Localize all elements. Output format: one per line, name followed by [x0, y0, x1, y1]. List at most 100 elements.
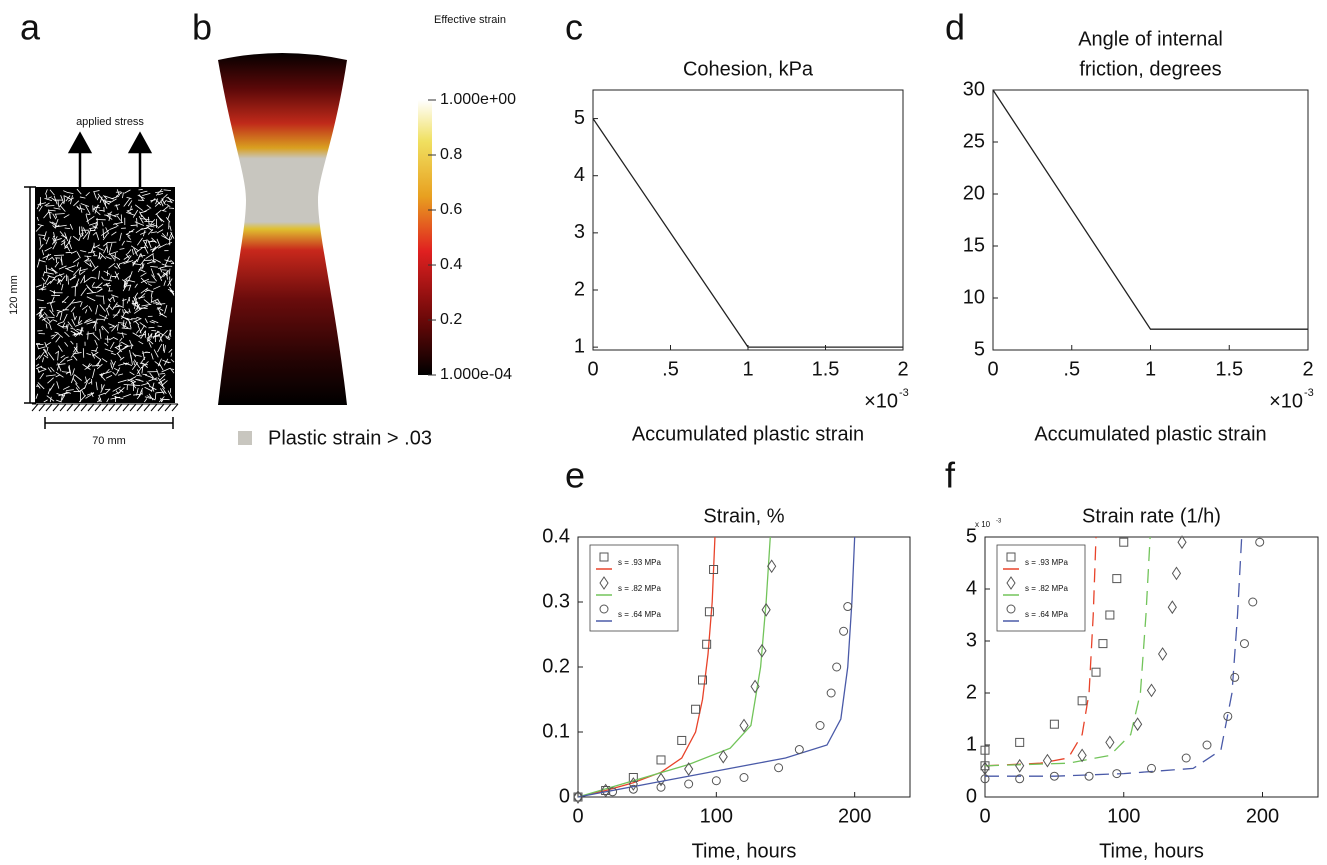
mesh-edge	[86, 392, 95, 396]
mesh-edge	[160, 388, 165, 395]
hatch-line	[115, 403, 123, 412]
y-tick-label: 3	[574, 221, 585, 243]
mesh-edge	[98, 314, 108, 320]
mesh-edge	[80, 250, 87, 253]
mesh-edge	[74, 316, 77, 321]
mesh-edge	[111, 391, 121, 396]
mesh-edge	[85, 392, 94, 399]
mesh-edge	[167, 390, 173, 399]
mesh-edge	[68, 365, 71, 372]
mesh-edge	[48, 257, 53, 261]
mesh-edge	[150, 265, 158, 268]
point	[711, 776, 721, 786]
mesh-edge	[67, 191, 74, 194]
mesh-edge	[157, 331, 165, 336]
point	[718, 749, 728, 764]
mesh-edge	[141, 364, 144, 374]
mesh-edge	[165, 361, 171, 363]
mesh-edge	[86, 296, 96, 302]
mesh-edge	[56, 399, 62, 403]
mesh-edge	[72, 368, 75, 375]
mesh-edge	[117, 262, 121, 268]
mesh-edge	[139, 254, 146, 257]
mesh-edge	[93, 191, 97, 199]
mesh-edge	[37, 224, 44, 227]
mesh-edge	[126, 279, 136, 283]
point	[1084, 771, 1094, 781]
mesh-edge	[150, 353, 154, 360]
point	[656, 782, 666, 792]
mesh-edge	[157, 325, 162, 327]
hatch-line	[52, 403, 60, 412]
mesh-edge	[140, 272, 147, 277]
mesh-edge	[69, 298, 75, 306]
mesh-edge	[113, 213, 120, 217]
mesh-edge	[90, 244, 95, 253]
point	[628, 773, 638, 782]
mesh-edge	[85, 284, 93, 292]
point	[750, 679, 760, 694]
y-tick-label: 15	[963, 234, 985, 256]
mesh-edge	[39, 373, 44, 380]
hatch-line	[73, 403, 81, 412]
legend-marker	[1006, 552, 1016, 562]
point	[774, 763, 784, 773]
mesh-edge	[138, 296, 145, 299]
mesh-edge	[128, 271, 133, 281]
panel-label: b	[192, 7, 212, 48]
colorbar-tick-label: 0.6	[440, 201, 462, 218]
fit-line	[577, 536, 771, 798]
mesh-edge	[56, 312, 60, 318]
mesh-edge	[121, 298, 127, 302]
mesh-edge	[138, 334, 146, 337]
mesh-edge	[131, 260, 136, 264]
mesh-edge	[49, 290, 56, 294]
mesh-edge	[129, 371, 135, 376]
point	[1171, 566, 1182, 581]
mesh-edge	[116, 215, 121, 221]
mesh-edge	[154, 361, 161, 367]
mesh-edge	[146, 226, 153, 232]
legend-label: s = .82 MPa	[1025, 584, 1068, 593]
mesh-edge	[152, 335, 160, 338]
point	[1105, 735, 1115, 750]
mesh-edge	[82, 230, 90, 240]
mesh-edge	[150, 268, 155, 278]
mesh-edge	[76, 188, 82, 195]
mesh-edge	[70, 374, 75, 384]
mesh-edge	[63, 190, 68, 193]
mesh-edge	[168, 268, 171, 275]
mesh-edge	[161, 367, 171, 373]
mesh-edge	[170, 235, 173, 241]
mesh-edge	[100, 326, 104, 331]
mesh-edge	[128, 297, 131, 302]
point	[1157, 647, 1168, 661]
mesh-edge	[39, 236, 42, 247]
panel-label: f	[945, 455, 956, 496]
mesh-edge	[63, 214, 70, 219]
mesh-edge	[140, 287, 149, 294]
mesh-edge	[162, 387, 167, 395]
mesh-edge	[80, 327, 84, 334]
width-label: 70 mm	[92, 435, 126, 447]
mesh-edge	[140, 356, 146, 364]
x-tick-label: 0	[587, 358, 598, 380]
legend-swatch	[238, 431, 252, 445]
mesh-edge	[57, 321, 65, 325]
mesh-edge	[164, 305, 168, 314]
mesh-edge	[74, 283, 79, 288]
mesh-edge	[140, 227, 148, 230]
mesh-edge	[45, 316, 55, 318]
mesh-edge	[42, 237, 47, 241]
mesh-edge	[84, 255, 92, 258]
mesh-edge	[158, 363, 164, 371]
mesh-edge	[37, 202, 46, 206]
legend-marker	[599, 552, 609, 562]
point	[1049, 719, 1059, 729]
mesh-edge	[154, 258, 162, 263]
hatch-line	[66, 403, 74, 412]
mesh-edge	[151, 382, 155, 392]
point	[702, 639, 712, 649]
mesh-edge	[47, 268, 55, 272]
mesh-edge	[69, 223, 73, 230]
